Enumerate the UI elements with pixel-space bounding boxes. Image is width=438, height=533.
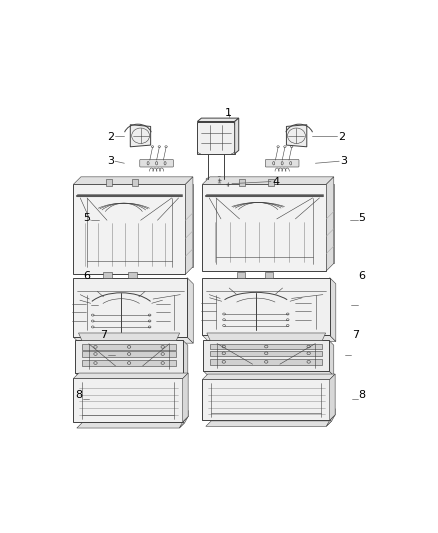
Polygon shape [74, 416, 188, 422]
Polygon shape [286, 125, 307, 147]
Polygon shape [235, 118, 239, 154]
FancyBboxPatch shape [265, 159, 299, 167]
Polygon shape [187, 278, 193, 343]
Polygon shape [202, 415, 335, 420]
Polygon shape [183, 410, 188, 422]
Polygon shape [202, 177, 334, 184]
Polygon shape [74, 373, 188, 378]
Ellipse shape [223, 178, 226, 180]
Polygon shape [330, 278, 336, 342]
Bar [128, 271, 137, 278]
Bar [265, 271, 273, 278]
Text: 2: 2 [338, 133, 345, 142]
Polygon shape [329, 341, 334, 376]
Text: 1: 1 [225, 108, 232, 118]
Polygon shape [74, 184, 185, 274]
Polygon shape [202, 278, 330, 335]
Text: 8: 8 [75, 390, 82, 400]
Text: 5: 5 [83, 213, 90, 223]
Bar [82, 344, 176, 350]
Polygon shape [130, 125, 151, 147]
Text: 4: 4 [272, 176, 279, 187]
FancyBboxPatch shape [140, 159, 173, 167]
Bar [210, 351, 322, 356]
Text: 7: 7 [100, 330, 107, 341]
Ellipse shape [206, 178, 209, 180]
Bar [82, 360, 176, 366]
Polygon shape [74, 337, 193, 343]
Text: 5: 5 [359, 213, 366, 223]
Bar [210, 359, 322, 365]
Polygon shape [203, 341, 329, 371]
Text: 6: 6 [359, 271, 366, 281]
Ellipse shape [217, 176, 222, 184]
Polygon shape [197, 122, 235, 154]
Polygon shape [74, 177, 193, 184]
Text: 2: 2 [107, 133, 114, 142]
Polygon shape [210, 184, 334, 263]
Polygon shape [78, 333, 180, 341]
Bar [210, 344, 322, 349]
Text: 3: 3 [340, 156, 347, 166]
Polygon shape [207, 333, 325, 341]
Text: 8: 8 [359, 390, 366, 400]
Polygon shape [77, 423, 185, 428]
Text: 6: 6 [83, 271, 90, 281]
Ellipse shape [225, 180, 230, 188]
Polygon shape [202, 374, 335, 379]
Polygon shape [326, 415, 335, 426]
Polygon shape [330, 374, 335, 420]
Bar [106, 179, 112, 186]
Polygon shape [203, 371, 334, 376]
Polygon shape [74, 378, 183, 422]
Bar [268, 179, 274, 186]
Bar [132, 179, 138, 186]
Polygon shape [75, 341, 183, 373]
Polygon shape [75, 373, 188, 377]
Polygon shape [202, 184, 326, 271]
Polygon shape [202, 379, 330, 420]
Polygon shape [183, 373, 188, 422]
Text: 7: 7 [352, 330, 359, 341]
Polygon shape [202, 335, 336, 342]
Bar [103, 271, 112, 278]
Polygon shape [183, 341, 188, 377]
Polygon shape [330, 409, 335, 420]
Polygon shape [326, 177, 334, 271]
Bar [82, 351, 176, 357]
Polygon shape [179, 416, 188, 428]
Text: 3: 3 [107, 156, 114, 166]
Polygon shape [81, 184, 193, 267]
Bar [237, 271, 245, 278]
Polygon shape [206, 421, 332, 426]
Bar [239, 179, 245, 186]
Polygon shape [74, 278, 187, 337]
Polygon shape [185, 177, 193, 274]
Polygon shape [197, 118, 239, 122]
